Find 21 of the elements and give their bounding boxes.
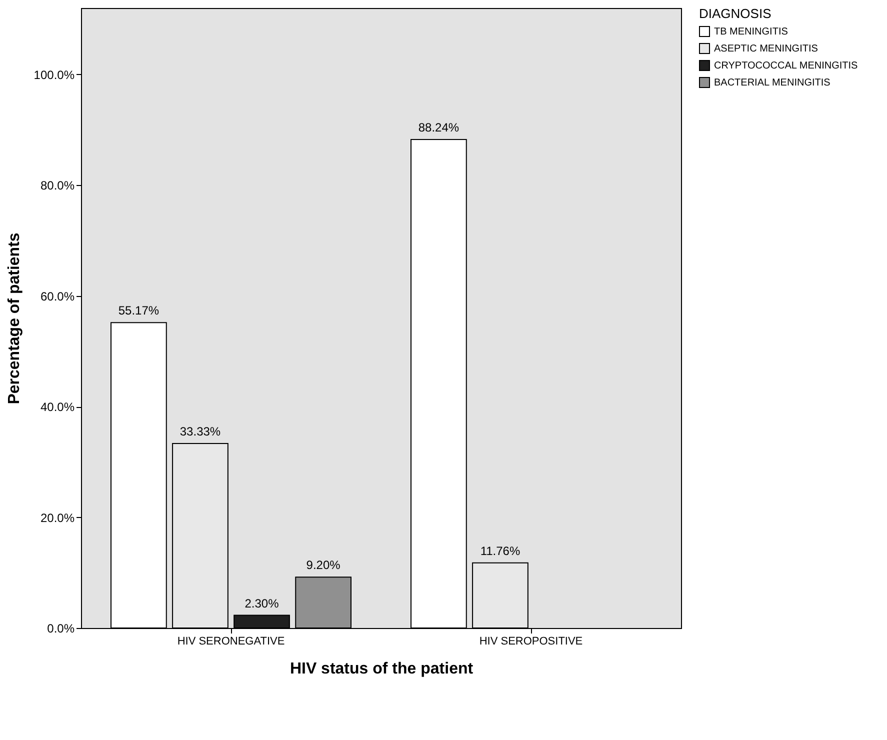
y-axis-title: Percentage of patients	[6, 232, 23, 404]
legend-title: DIAGNOSIS	[699, 6, 772, 21]
y-tick-label: 0.0%	[47, 622, 75, 636]
y-tick-label: 20.0%	[40, 510, 75, 525]
y-tick-label: 40.0%	[40, 400, 75, 414]
legend-label: TB MENINGITIS	[714, 26, 788, 38]
x-tick-label: HIV SERONEGATIVE	[177, 636, 285, 648]
y-tick-label: 80.0%	[40, 178, 75, 193]
data-label: 55.17%	[118, 304, 160, 318]
x-tick-label: HIV SEROPOSITIVE	[479, 636, 583, 648]
y-tick-label: 100.0%	[34, 68, 75, 82]
data-label: 88.24%	[418, 120, 460, 135]
y-tick-label: 60.0%	[40, 289, 75, 304]
data-label: 11.76%	[480, 544, 520, 558]
data-label: 9.20%	[306, 558, 341, 572]
legend-label: CRYPTOCOCCAL MENINGITIS	[714, 60, 858, 72]
x-axis-title: HIV status of the patient	[290, 660, 474, 678]
data-label: 2.30%	[244, 596, 280, 610]
legend-label: BACTERIAL MENINGITIS	[714, 78, 831, 88]
legend-label: ASEPTIC MENINGITIS	[714, 44, 818, 54]
data-label: 33.33%	[180, 424, 221, 438]
